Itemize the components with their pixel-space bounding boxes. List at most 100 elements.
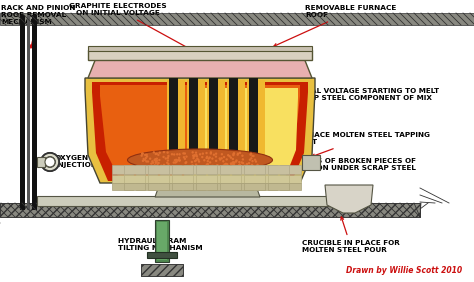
Circle shape — [191, 167, 193, 169]
Bar — [189, 78, 198, 163]
Circle shape — [193, 154, 196, 157]
Circle shape — [151, 160, 154, 163]
Circle shape — [232, 153, 235, 155]
Circle shape — [154, 159, 156, 161]
Circle shape — [233, 161, 236, 164]
Polygon shape — [85, 78, 315, 183]
Bar — [0, 203, 420, 217]
Circle shape — [152, 166, 154, 168]
Circle shape — [170, 166, 172, 168]
Circle shape — [178, 157, 180, 159]
Circle shape — [196, 157, 199, 160]
Bar — [280, 175, 301, 183]
Circle shape — [232, 154, 235, 156]
Circle shape — [142, 160, 144, 162]
Circle shape — [177, 166, 179, 168]
Text: FURNACE MOLTEN STEEL TAPPING
POINT: FURNACE MOLTEN STEEL TAPPING POINT — [292, 132, 430, 157]
Circle shape — [248, 162, 250, 164]
Bar — [147, 252, 177, 258]
Circle shape — [175, 161, 177, 163]
Bar — [302, 155, 320, 170]
Bar — [227, 80, 245, 160]
Bar — [184, 175, 205, 183]
Circle shape — [233, 164, 235, 166]
Text: OXYGEN
INJECTION: OXYGEN INJECTION — [51, 155, 97, 169]
Circle shape — [152, 162, 154, 164]
Circle shape — [195, 163, 197, 166]
Circle shape — [213, 153, 215, 156]
Circle shape — [179, 159, 181, 162]
Circle shape — [174, 166, 177, 168]
Circle shape — [254, 158, 256, 161]
Circle shape — [195, 154, 198, 156]
Text: LAYERS OF BROKEN PIECES OF
PIG IRON UNDER SCRAP STEEL: LAYERS OF BROKEN PIECES OF PIG IRON UNDE… — [274, 158, 416, 178]
Bar — [172, 175, 193, 183]
Circle shape — [183, 166, 186, 168]
Circle shape — [167, 155, 170, 157]
Circle shape — [230, 157, 232, 159]
Circle shape — [233, 152, 235, 155]
Circle shape — [249, 153, 252, 156]
Circle shape — [198, 160, 200, 163]
Bar — [112, 183, 133, 190]
Circle shape — [193, 155, 195, 158]
Bar — [247, 80, 265, 160]
Bar — [124, 165, 145, 174]
Circle shape — [207, 163, 209, 166]
Circle shape — [155, 160, 158, 162]
Circle shape — [163, 151, 165, 153]
Circle shape — [227, 154, 229, 157]
Circle shape — [183, 152, 186, 155]
Bar — [136, 165, 157, 174]
Bar — [172, 183, 193, 190]
Circle shape — [215, 153, 217, 155]
Bar — [124, 175, 145, 183]
Circle shape — [45, 157, 55, 167]
Circle shape — [222, 160, 225, 162]
Circle shape — [209, 156, 211, 159]
Circle shape — [140, 155, 143, 157]
Bar — [160, 165, 181, 174]
Bar — [148, 175, 169, 183]
Bar — [268, 175, 289, 183]
Circle shape — [184, 158, 186, 160]
Bar — [124, 183, 145, 190]
Bar — [160, 183, 181, 190]
Bar — [155, 220, 169, 262]
Text: INITIAL VOLTAGE STARTING TO MELT
SCRAP STEEL COMPONENT OF MIX: INITIAL VOLTAGE STARTING TO MELT SCRAP S… — [259, 88, 439, 109]
Circle shape — [246, 165, 248, 168]
Circle shape — [155, 161, 157, 163]
Circle shape — [203, 159, 206, 161]
Bar — [232, 165, 253, 174]
Circle shape — [244, 164, 246, 167]
Bar — [184, 183, 205, 190]
Circle shape — [205, 152, 208, 154]
Circle shape — [176, 153, 178, 155]
Circle shape — [158, 151, 161, 154]
Text: CRUCIBLE IN PLACE FOR
MOLTEN STEEL POUR: CRUCIBLE IN PLACE FOR MOLTEN STEEL POUR — [302, 217, 400, 253]
Polygon shape — [188, 88, 298, 178]
Bar — [169, 78, 178, 163]
Circle shape — [185, 161, 187, 164]
Circle shape — [238, 164, 241, 166]
Bar — [141, 264, 183, 276]
Circle shape — [149, 166, 151, 168]
Circle shape — [205, 157, 208, 159]
Circle shape — [219, 158, 221, 161]
Circle shape — [192, 157, 195, 159]
Circle shape — [146, 154, 148, 156]
Polygon shape — [155, 183, 260, 197]
Circle shape — [219, 166, 221, 168]
Bar — [268, 183, 289, 190]
Text: GRAPHITE ELECTRODES
ON INITIAL VOLTAGE: GRAPHITE ELECTRODES ON INITIAL VOLTAGE — [69, 3, 206, 58]
Bar — [0, 203, 420, 217]
Text: RACK AND PINION
ROOF REMOVAL
MECHANISM: RACK AND PINION ROOF REMOVAL MECHANISM — [1, 5, 75, 48]
Bar — [112, 165, 133, 174]
Circle shape — [255, 165, 258, 168]
Bar — [209, 78, 218, 163]
Circle shape — [242, 162, 244, 164]
Circle shape — [164, 157, 167, 160]
Circle shape — [196, 155, 198, 157]
Bar — [112, 175, 133, 183]
Circle shape — [230, 163, 233, 166]
